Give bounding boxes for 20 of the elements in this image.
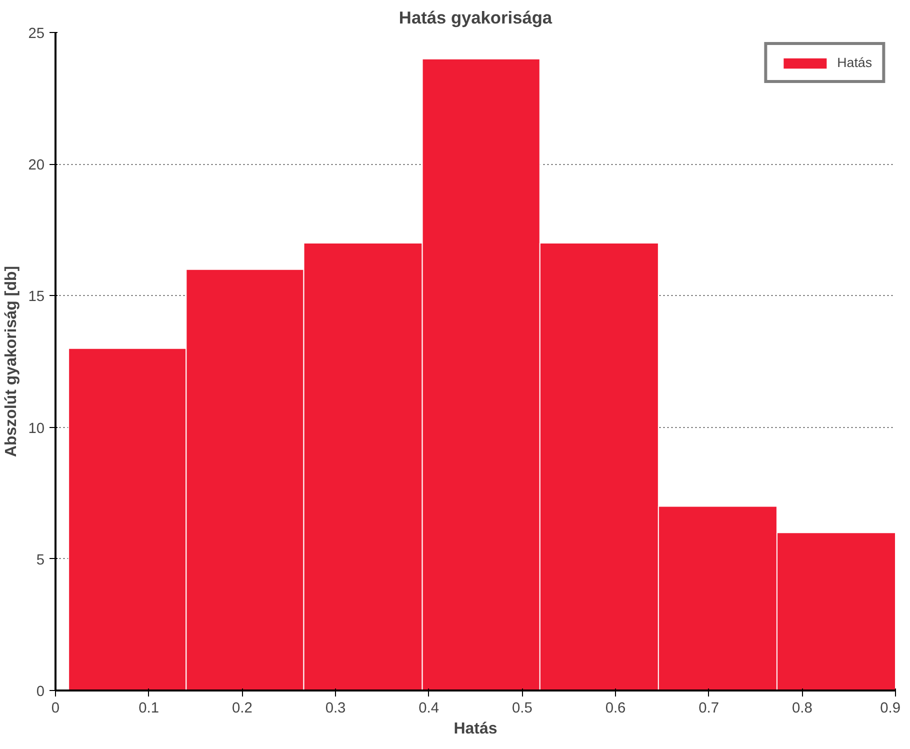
y-tick-label: 25 xyxy=(28,26,45,42)
x-tick-label: 0.1 xyxy=(138,700,160,716)
y-tick-label: 15 xyxy=(28,289,45,306)
y-tick-label: 5 xyxy=(36,552,45,568)
x-tick-label: 0.4 xyxy=(418,700,440,716)
y-tick-label: 0 xyxy=(36,684,45,700)
x-axis-title: Hatás xyxy=(454,720,498,738)
x-tick-label: 0.9 xyxy=(880,700,900,716)
y-tick-label: 20 xyxy=(28,158,45,174)
legend-label: Hatás xyxy=(837,55,872,70)
x-tick-label: 0.6 xyxy=(605,700,626,716)
x-tick-label: 0.8 xyxy=(792,700,812,716)
chart-title: Hatás gyakorisága xyxy=(398,8,552,28)
x-tick-label: 0.2 xyxy=(232,700,252,716)
x-tick-label: 0.7 xyxy=(698,700,720,716)
x-tick-label: 0.3 xyxy=(325,700,346,716)
y-axis-title: Abszolút gyakoriság [db] xyxy=(3,266,20,458)
x-tick-label: 0.5 xyxy=(512,700,532,716)
y-tick-label: 10 xyxy=(28,420,45,437)
x-tick-label: 0 xyxy=(51,700,60,716)
